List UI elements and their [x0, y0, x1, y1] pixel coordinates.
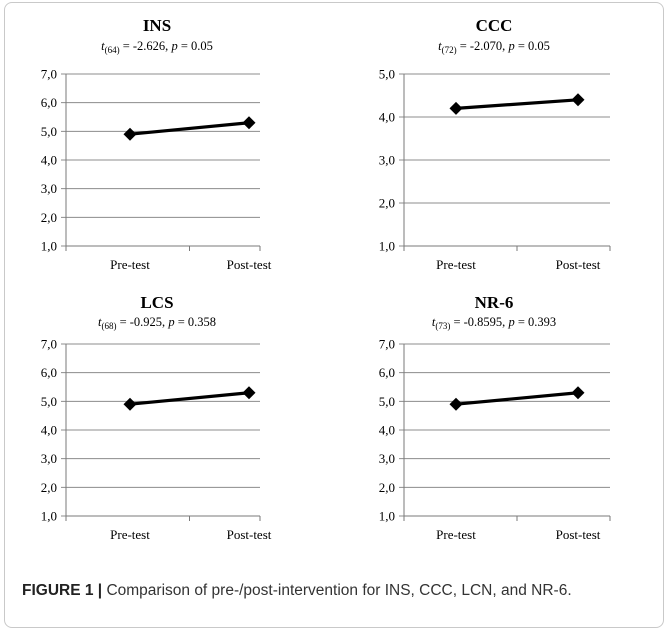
- data-point: [571, 93, 585, 107]
- stat-pval: = 0.05: [178, 39, 213, 53]
- stat-value: = -2.626,: [120, 39, 172, 53]
- series-line: [455, 391, 579, 406]
- stat-df: (73): [435, 321, 450, 331]
- data-point: [571, 386, 585, 400]
- chart-title: CCC: [476, 16, 513, 35]
- stat-p: p: [170, 39, 177, 53]
- chart-stat: t(72) = -2.070, p = 0.05: [438, 39, 550, 55]
- chart-panel-1: INS t(64) = -2.626, p = 0.05 7,0 6,0 5,0 4,0 3…: [41, 16, 272, 272]
- data-point: [449, 101, 463, 115]
- y-tick-label: 3,0: [41, 451, 57, 466]
- y-tick-label: 1,0: [379, 239, 395, 254]
- y-tick-label: 1,0: [41, 509, 57, 524]
- data-point: [123, 397, 137, 411]
- stat-df: (64): [105, 45, 120, 55]
- figure-frame: [4, 2, 664, 628]
- y-tick-label: 2,0: [41, 480, 57, 495]
- x-tick-label: Pre-test: [436, 257, 476, 272]
- y-tick-label: 3,0: [379, 451, 395, 466]
- y-tick-label: 7,0: [41, 337, 57, 352]
- y-tick-label: 6,0: [379, 365, 395, 380]
- y-tick-label: 4,0: [41, 153, 57, 168]
- y-tick-label: 6,0: [41, 365, 57, 380]
- chart-stat: t(68) = -0.925, p = 0.358: [98, 315, 216, 331]
- stat-pval: = 0.393: [515, 315, 556, 329]
- series-line: [129, 391, 250, 406]
- y-tick-label: 5,0: [41, 124, 57, 139]
- chart-stat: t(64) = -2.626, p = 0.05: [101, 39, 213, 55]
- chart-stat: t(73) = -0.8595, p = 0.393: [432, 315, 556, 331]
- y-tick-label: 4,0: [379, 110, 395, 125]
- stat-p: p: [167, 315, 174, 329]
- chart-panel-4: NR-6 t(73) = -0.8595, p = 0.393 7,0 6,0 5,0 4…: [379, 293, 611, 542]
- data-point: [123, 127, 137, 141]
- stat-pval: = 0.358: [175, 315, 216, 329]
- stat-t: t: [438, 39, 442, 53]
- y-tick-label: 2,0: [379, 196, 395, 211]
- figure-caption: FIGURE 1 | Comparison of pre-/post-inter…: [22, 580, 642, 602]
- y-tick-label: 2,0: [379, 480, 395, 495]
- data-point: [242, 116, 256, 130]
- y-tick-label: 6,0: [41, 95, 57, 110]
- y-tick-label: 7,0: [379, 337, 395, 352]
- chart-panel-2: CCC t(72) = -2.070, p = 0.05 5,0 4,0 3,0 2,0 1…: [379, 16, 611, 272]
- y-tick-label: 4,0: [379, 423, 395, 438]
- y-tick-label: 5,0: [41, 394, 57, 409]
- y-tick-label: 7,0: [41, 67, 57, 82]
- y-tick-label: 3,0: [379, 153, 395, 168]
- x-tick-label: Post-test: [556, 527, 601, 542]
- caption-text: Comparison of pre-/post-intervention for…: [102, 582, 572, 599]
- y-tick-label: 1,0: [41, 239, 57, 254]
- data-point: [449, 397, 463, 411]
- y-tick-label: 5,0: [379, 394, 395, 409]
- stat-p: p: [507, 315, 514, 329]
- x-tick-label: Pre-test: [436, 527, 476, 542]
- stat-value: = -0.8595,: [450, 315, 508, 329]
- series-line: [455, 98, 579, 110]
- stat-p: p: [507, 39, 514, 53]
- x-tick-label: Pre-test: [110, 257, 150, 272]
- series-line: [129, 121, 250, 136]
- x-tick-label: Pre-test: [110, 527, 150, 542]
- stat-t: t: [101, 39, 105, 53]
- y-tick-label: 2,0: [41, 210, 57, 225]
- x-tick-label: Post-test: [227, 257, 272, 272]
- x-tick-label: Post-test: [556, 257, 601, 272]
- y-tick-label: 3,0: [41, 181, 57, 196]
- y-tick-label: 4,0: [41, 423, 57, 438]
- data-point: [242, 386, 256, 400]
- stat-df: (72): [442, 45, 457, 55]
- chart-title: LCS: [140, 293, 173, 312]
- caption-label: FIGURE 1 |: [22, 582, 103, 599]
- stat-pval: = 0.05: [515, 39, 550, 53]
- y-tick-label: 1,0: [379, 509, 395, 524]
- stat-value: = -0.925,: [116, 315, 168, 329]
- stat-t: t: [98, 315, 102, 329]
- x-tick-label: Post-test: [227, 527, 272, 542]
- stat-t: t: [432, 315, 436, 329]
- y-tick-label: 5,0: [379, 67, 395, 82]
- stat-df: (68): [101, 321, 116, 331]
- chart-title: INS: [143, 16, 171, 35]
- chart-panel-3: LCS t(68) = -0.925, p = 0.358 7,0 6,0 5,0 4,0…: [41, 293, 272, 542]
- chart-title: NR-6: [475, 293, 514, 312]
- stat-value: = -2.070,: [457, 39, 509, 53]
